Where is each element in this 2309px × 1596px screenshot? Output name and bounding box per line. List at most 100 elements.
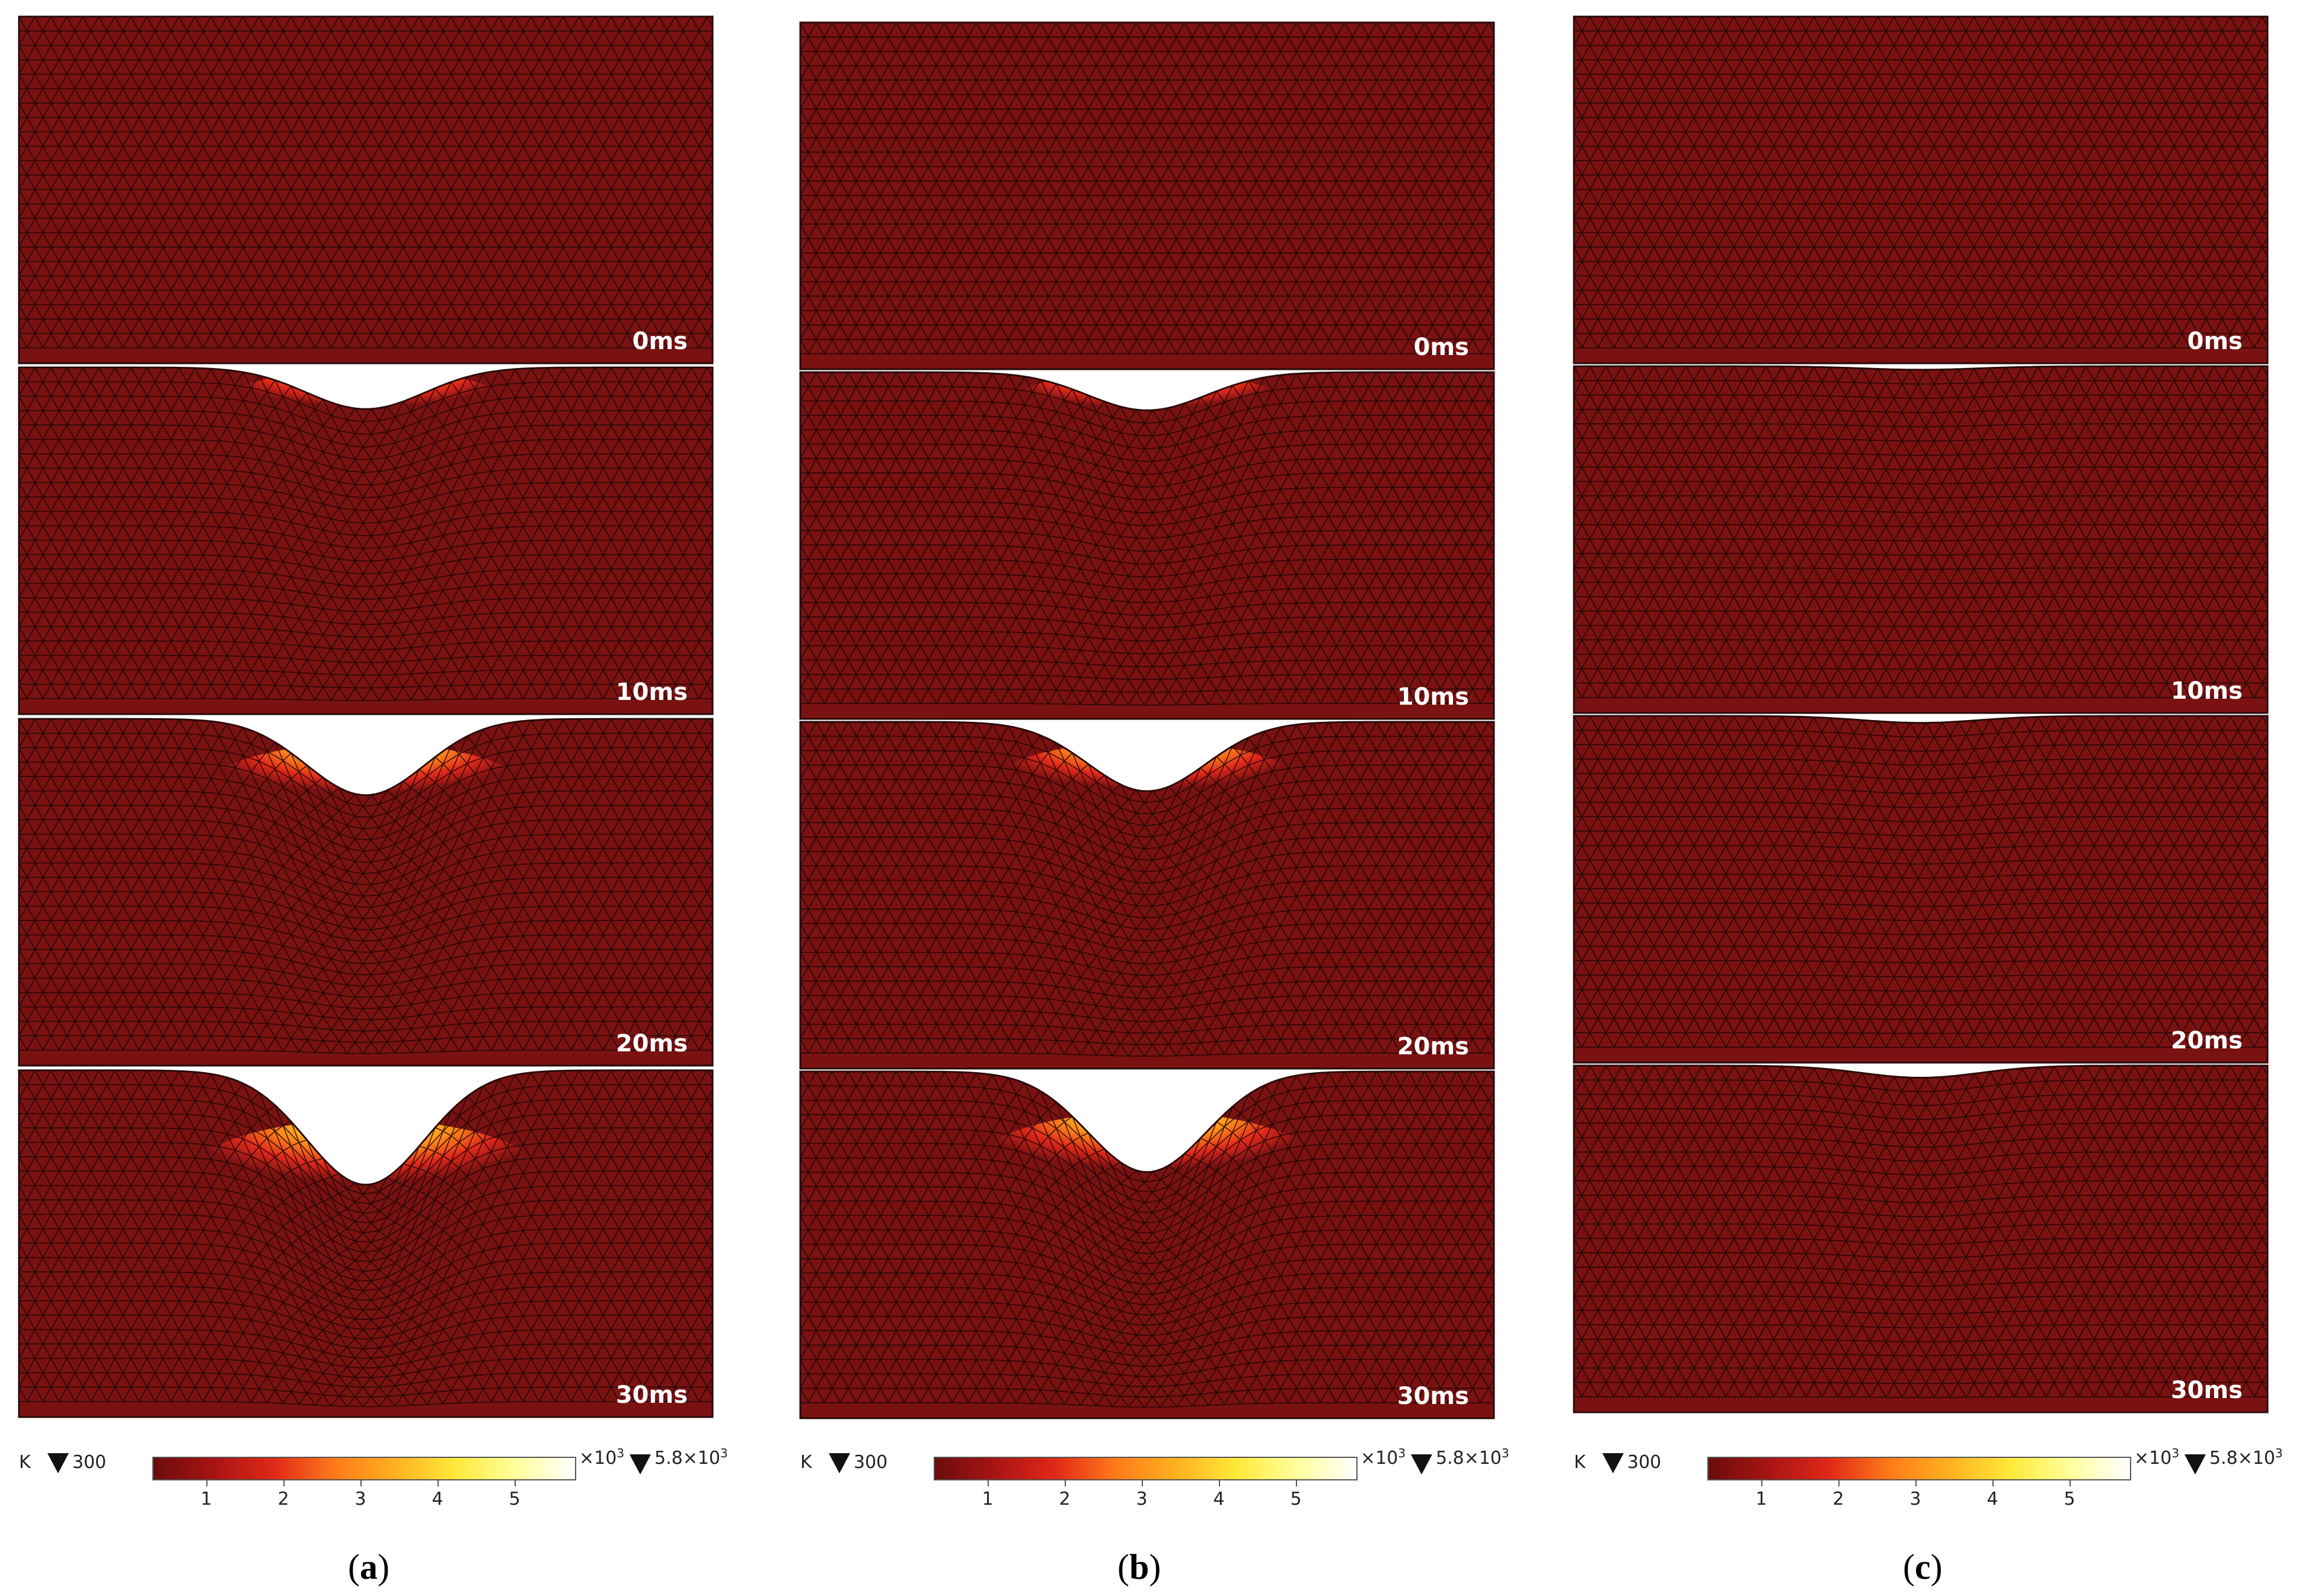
colorbar-tick-label: 5 [2064,1489,2075,1509]
mesh-lines [800,23,1494,354]
colorbar-tick-label: 4 [1213,1489,1225,1509]
time-label: 30ms [615,1381,688,1409]
colorbar-tick [1992,1480,1994,1486]
simulation-frame-20ms: 20ms [1573,715,2269,1064]
colorbar-tick-label: 2 [277,1489,289,1509]
mesh-lines [1574,17,2268,348]
mesh-svg [799,1070,1495,1419]
mesh-svg [1573,365,2269,714]
colorbar-tick [2070,1480,2071,1486]
colorbar-tick [1915,1480,1917,1486]
time-label: 20ms [1397,1033,1469,1060]
mesh-svg [1573,15,2269,364]
heat-zone [1023,23,1272,44]
simulation-frame-20ms: 20ms [18,718,714,1067]
mesh-svg [18,366,714,715]
colorbar-min: 300 [72,1452,107,1473]
colorbar-tick-label: 5 [1290,1489,1302,1509]
domain-outline [799,21,1495,370]
colorbar-gradient [1707,1457,2131,1480]
colorbar-unit: K [800,1452,812,1473]
colorbar-tick [1065,1480,1066,1486]
time-label: 0ms [1413,334,1469,361]
simulation-frame-10ms: 10ms [18,366,714,715]
simulation-frame-0ms: 0ms [799,21,1495,370]
simulation-frame-30ms: 30ms [1573,1064,2269,1413]
domain-outline [799,371,1495,720]
mesh-svg [18,1069,714,1418]
panel-label: (b) [1117,1547,1161,1587]
colorbar-scale: ×103 [2134,1446,2180,1469]
colorbar-scale: ×103 [1361,1446,1406,1469]
max-marker-icon [1411,1454,1432,1475]
time-label: 10ms [2170,677,2243,705]
colorbar-tick-label: 1 [1755,1489,1767,1509]
mesh-svg [799,721,1495,1070]
colorbar-tick-label: 5 [509,1489,520,1509]
colorbar-tick [1142,1480,1143,1486]
colorbar: K 300 1 2 3 4 5 ×103 5.8×103 [1574,1446,2309,1517]
time-label: 0ms [2187,328,2243,355]
colorbar-unit: K [19,1452,31,1473]
colorbar-tick [206,1480,207,1486]
panel-label: (a) [348,1547,389,1587]
colorbar-tick [1761,1480,1762,1486]
time-label: 20ms [2170,1027,2243,1054]
mesh-svg [799,371,1495,720]
time-label: 0ms [632,328,688,355]
colorbar-tick-label: 4 [432,1489,443,1509]
min-marker-icon [829,1453,850,1473]
colorbar-tick [283,1480,285,1486]
mesh-svg [1573,715,2269,1064]
colorbar-scale: ×103 [579,1446,625,1469]
domain-outline [799,1070,1495,1419]
colorbar-gradient [152,1457,576,1480]
colorbar-tick-label: 1 [200,1489,212,1509]
domain-outline [1573,715,2269,1064]
min-marker-icon [47,1453,69,1473]
colorbar-tick [1296,1480,1297,1486]
colorbar-tick-label: 1 [982,1489,994,1509]
simulation-frame-20ms: 20ms [799,721,1495,1070]
colorbar-tick-label: 2 [1832,1489,1844,1509]
domain-outline [18,366,714,715]
colorbar-tick [1219,1480,1220,1486]
panel-c: 0ms 10ms 20ms 30ms K 300 1 2 3 4 5 ×103 5.8×103 (c) [1573,0,2309,1596]
domain-outline [1573,15,2269,364]
colorbar: K 300 1 2 3 4 5 ×103 5.8×103 [19,1446,790,1517]
domain-outline [18,718,714,1067]
colorbar-max: 5.8×103 [1436,1446,1509,1469]
colorbar-tick [1838,1480,1839,1486]
colorbar-ticks: 1 2 3 4 5 [152,1480,576,1516]
colorbar-tick [515,1480,516,1486]
colorbar-min: 300 [1627,1452,1662,1473]
mesh-svg [1573,1064,2269,1413]
colorbar-max: 5.8×103 [654,1446,728,1469]
time-label: 30ms [1397,1383,1469,1410]
domain-outline [1573,365,2269,714]
mesh-svg [799,21,1495,370]
heat-zone [241,17,490,38]
colorbar-unit: K [1574,1452,1586,1473]
simulation-frame-10ms: 10ms [1573,365,2269,714]
colorbar-tick-label: 3 [355,1489,366,1509]
domain-outline [18,1069,714,1418]
colorbar: K 300 1 2 3 4 5 ×103 5.8×103 [800,1446,1571,1517]
mesh-svg [18,15,714,364]
colorbar-tick-label: 2 [1059,1489,1071,1509]
colorbar-tick [437,1480,439,1486]
panel-b: 0ms 10ms 20ms 30ms K 300 1 2 3 4 5 ×103 5.8×103 (b) [799,0,1571,1596]
colorbar-gradient [934,1457,1358,1480]
domain-outline [18,15,714,364]
colorbar-tick-label: 3 [1909,1489,1921,1509]
colorbar-min: 300 [854,1452,888,1473]
simulation-frame-30ms: 30ms [799,1070,1495,1419]
domain-outline [799,721,1495,1070]
colorbar-tick-label: 4 [1987,1489,1998,1509]
colorbar-tick [988,1480,989,1486]
mesh-svg [18,718,714,1067]
max-marker-icon [2185,1454,2206,1475]
panel-label: (c) [1903,1547,1943,1587]
simulation-frame-10ms: 10ms [799,371,1495,720]
